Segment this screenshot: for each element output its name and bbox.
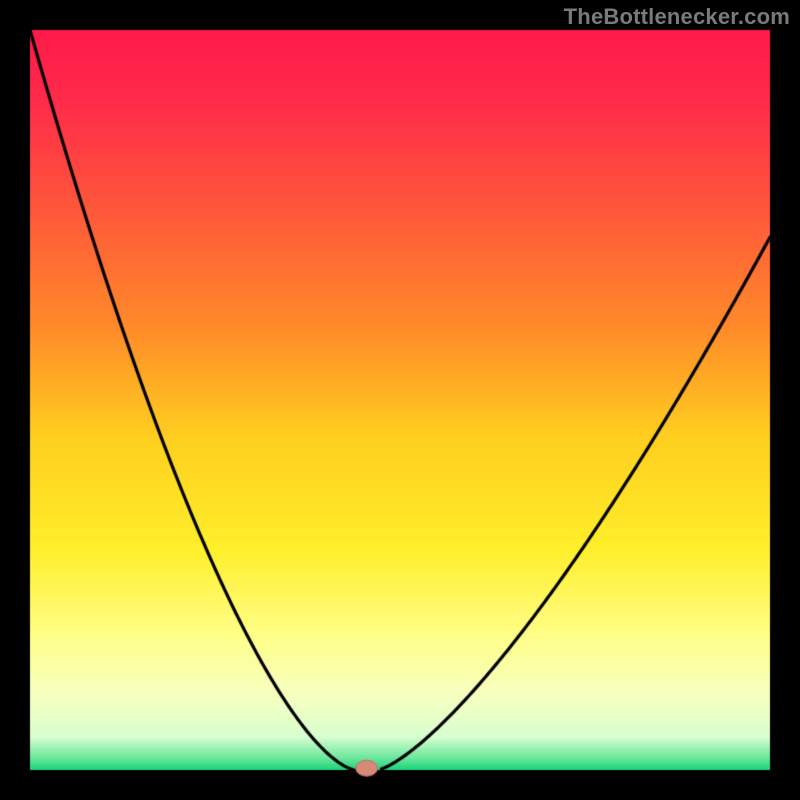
gradient-v-curve-chart — [0, 0, 800, 800]
watermark-label: TheBottlenecker.com — [564, 4, 790, 30]
chart-root: TheBottlenecker.com — [0, 0, 800, 800]
